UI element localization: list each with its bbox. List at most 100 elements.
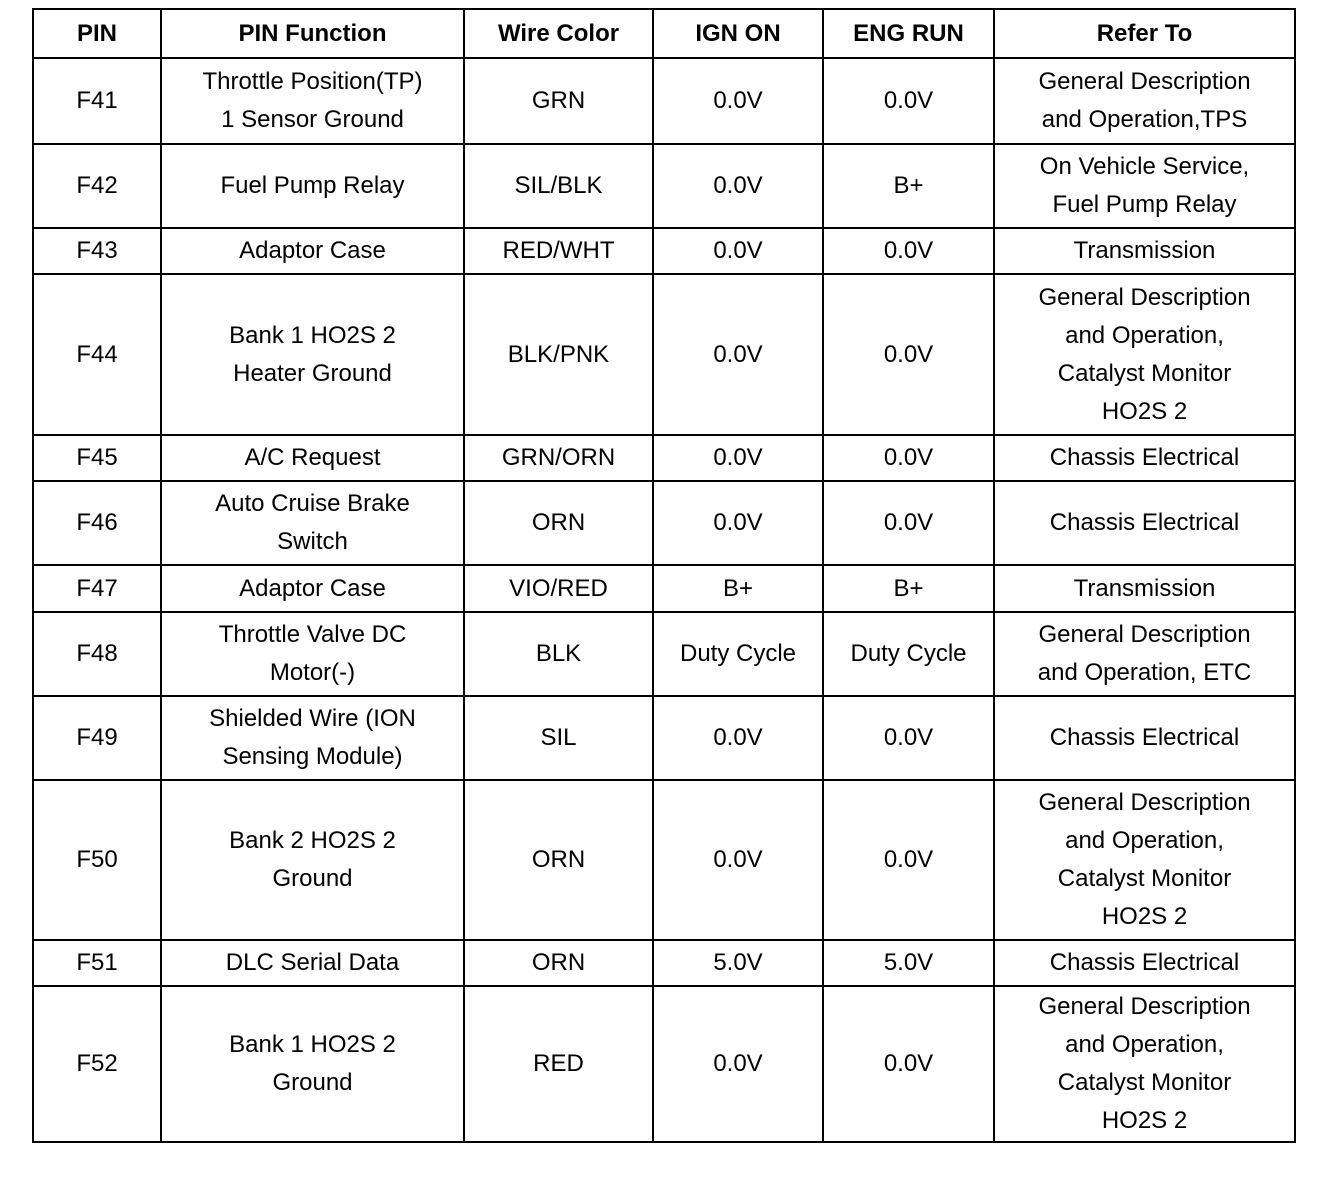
cell-line: Sensing Module) bbox=[222, 743, 403, 770]
table-cell: Adaptor Case bbox=[160, 227, 465, 275]
cell-line: General Description bbox=[1038, 993, 1251, 1020]
cell-line: and Operation, bbox=[1065, 827, 1224, 854]
pin-table: PIN PIN Function Wire Color IGN ON ENG RUN Re… bbox=[32, 8, 1296, 1143]
cell-line: Catalyst Monitor bbox=[1057, 1069, 1232, 1096]
table-cell: RED bbox=[463, 985, 654, 1143]
table-cell: 0.0V bbox=[652, 434, 824, 482]
table-cell: SIL bbox=[463, 695, 654, 781]
cell-line: General Description bbox=[1038, 283, 1251, 311]
header-cell: IGN ON bbox=[652, 8, 824, 59]
table-cell: 5.0V bbox=[822, 939, 995, 987]
table-row: F50 Bank 2 HO2S 2 Ground ORN 0.0V 0.0V General… bbox=[32, 779, 1296, 941]
table-cell: 0.0V bbox=[652, 779, 824, 941]
cell-line: Catalyst Monitor bbox=[1057, 359, 1232, 387]
table-cell: VIO/RED bbox=[463, 564, 654, 613]
table-cell: BLK bbox=[463, 611, 654, 697]
table-row: F44 Bank 1 HO2S 2 Heater Ground BLK/PNK 0.0V… bbox=[32, 273, 1296, 436]
table-cell: Duty Cycle bbox=[822, 611, 995, 697]
table-cell: Throttle Valve DC Motor(-) bbox=[160, 611, 465, 697]
table-cell: F48 bbox=[32, 611, 162, 697]
table-cell: 0.0V bbox=[822, 227, 995, 275]
cell-line: Heater Ground bbox=[233, 359, 392, 387]
cell-line: On Vehicle Service, bbox=[1039, 153, 1250, 180]
cell-line: and Operation, ETC bbox=[1037, 659, 1252, 686]
cell-line: HO2S 2 bbox=[1101, 1107, 1188, 1134]
table-cell: A/C Request bbox=[160, 434, 465, 482]
table-row: F49 Shielded Wire (ION Sensing Module) SIL 0… bbox=[32, 695, 1296, 781]
header-cell: PIN bbox=[32, 8, 162, 59]
table-cell: On Vehicle Service, Fuel Pump Relay bbox=[993, 143, 1296, 229]
table-cell: Bank 1 HO2S 2 Heater Ground bbox=[160, 273, 465, 436]
cell-line: Bank 1 HO2S 2 bbox=[229, 321, 396, 349]
table-row: F42 Fuel Pump Relay SIL/BLK 0.0V B+ On Vehicl… bbox=[32, 143, 1296, 229]
cell-line: General Description bbox=[1038, 789, 1251, 816]
table-row: F52 Bank 1 HO2S 2 Ground RED 0.0V 0.0V General… bbox=[32, 985, 1296, 1143]
table-cell: 0.0V bbox=[822, 57, 995, 145]
table-cell: F46 bbox=[32, 480, 162, 566]
cell-line: Bank 2 HO2S 2 bbox=[229, 827, 396, 854]
table-cell: Auto Cruise Brake Switch bbox=[160, 480, 465, 566]
header-cell: Refer To bbox=[993, 8, 1296, 59]
table-cell: F50 bbox=[32, 779, 162, 941]
cell-line: Bank 1 HO2S 2 bbox=[229, 1031, 396, 1058]
table-cell: F43 bbox=[32, 227, 162, 275]
cell-line: Motor(-) bbox=[269, 659, 356, 686]
table-cell: General Description and Operation,TPS bbox=[993, 57, 1296, 145]
table-cell: F42 bbox=[32, 143, 162, 229]
table-cell: Bank 1 HO2S 2 Ground bbox=[160, 985, 465, 1143]
table-row: F43 Adaptor Case RED/WHT 0.0V 0.0V Transmissi… bbox=[32, 227, 1296, 275]
table-cell: F44 bbox=[32, 273, 162, 436]
table-cell: 0.0V bbox=[822, 695, 995, 781]
table-cell: General Description and Operation, Catalys… bbox=[993, 273, 1296, 436]
table-cell: 0.0V bbox=[652, 143, 824, 229]
table-cell: F47 bbox=[32, 564, 162, 613]
cell-line: HO2S 2 bbox=[1101, 903, 1188, 930]
cell-line: Ground bbox=[272, 865, 353, 892]
table-cell: GRN bbox=[463, 57, 654, 145]
table-cell: GRN/ORN bbox=[463, 434, 654, 482]
table-cell: F52 bbox=[32, 985, 162, 1143]
table-cell: Shielded Wire (ION Sensing Module) bbox=[160, 695, 465, 781]
table-cell: 0.0V bbox=[822, 480, 995, 566]
table-cell: General Description and Operation, Catalys… bbox=[993, 985, 1296, 1143]
table-cell: BLK/PNK bbox=[463, 273, 654, 436]
table-cell: 0.0V bbox=[822, 985, 995, 1143]
table-cell: F51 bbox=[32, 939, 162, 987]
cell-line: and Operation, bbox=[1065, 321, 1224, 349]
table-cell: Chassis Electrical bbox=[993, 695, 1296, 781]
cell-line: HO2S 2 bbox=[1101, 397, 1188, 425]
cell-line: and Operation,TPS bbox=[1041, 106, 1248, 133]
table-cell: B+ bbox=[822, 143, 995, 229]
header-cell: Wire Color bbox=[463, 8, 654, 59]
table-cell: Transmission bbox=[993, 564, 1296, 613]
cell-line: Fuel Pump Relay bbox=[1052, 191, 1237, 218]
table-cell: Bank 2 HO2S 2 Ground bbox=[160, 779, 465, 941]
table-cell: 0.0V bbox=[652, 227, 824, 275]
table-cell: 0.0V bbox=[652, 57, 824, 145]
cell-line: Catalyst Monitor bbox=[1057, 865, 1232, 892]
cell-line: General Description bbox=[1038, 68, 1251, 95]
table-cell: General Description and Operation, ETC bbox=[993, 611, 1296, 697]
table-cell: F49 bbox=[32, 695, 162, 781]
table-cell: ORN bbox=[463, 779, 654, 941]
table-cell: Throttle Position(TP) 1 Sensor Ground bbox=[160, 57, 465, 145]
cell-line: Throttle Valve DC bbox=[218, 621, 407, 648]
table-row: F41 Throttle Position(TP) 1 Sensor Ground G… bbox=[32, 57, 1296, 145]
table-cell: Transmission bbox=[993, 227, 1296, 275]
table-cell: 0.0V bbox=[652, 480, 824, 566]
table-cell: Duty Cycle bbox=[652, 611, 824, 697]
table-cell: 0.0V bbox=[652, 273, 824, 436]
table-cell: Adaptor Case bbox=[160, 564, 465, 613]
table-cell: 5.0V bbox=[652, 939, 824, 987]
cell-line: Switch bbox=[277, 528, 348, 555]
cell-line: Ground bbox=[272, 1069, 353, 1096]
cell-line: and Operation, bbox=[1065, 1031, 1224, 1058]
table-cell: General Description and Operation, Catalys… bbox=[993, 779, 1296, 941]
table-cell: B+ bbox=[822, 564, 995, 613]
table-cell: F41 bbox=[32, 57, 162, 145]
cell-line: Auto Cruise Brake bbox=[215, 490, 410, 517]
table-cell: 0.0V bbox=[822, 273, 995, 436]
table-cell: Chassis Electrical bbox=[993, 434, 1296, 482]
table-row: F47 Adaptor Case VIO/RED B+ B+ Transmission bbox=[32, 564, 1296, 613]
